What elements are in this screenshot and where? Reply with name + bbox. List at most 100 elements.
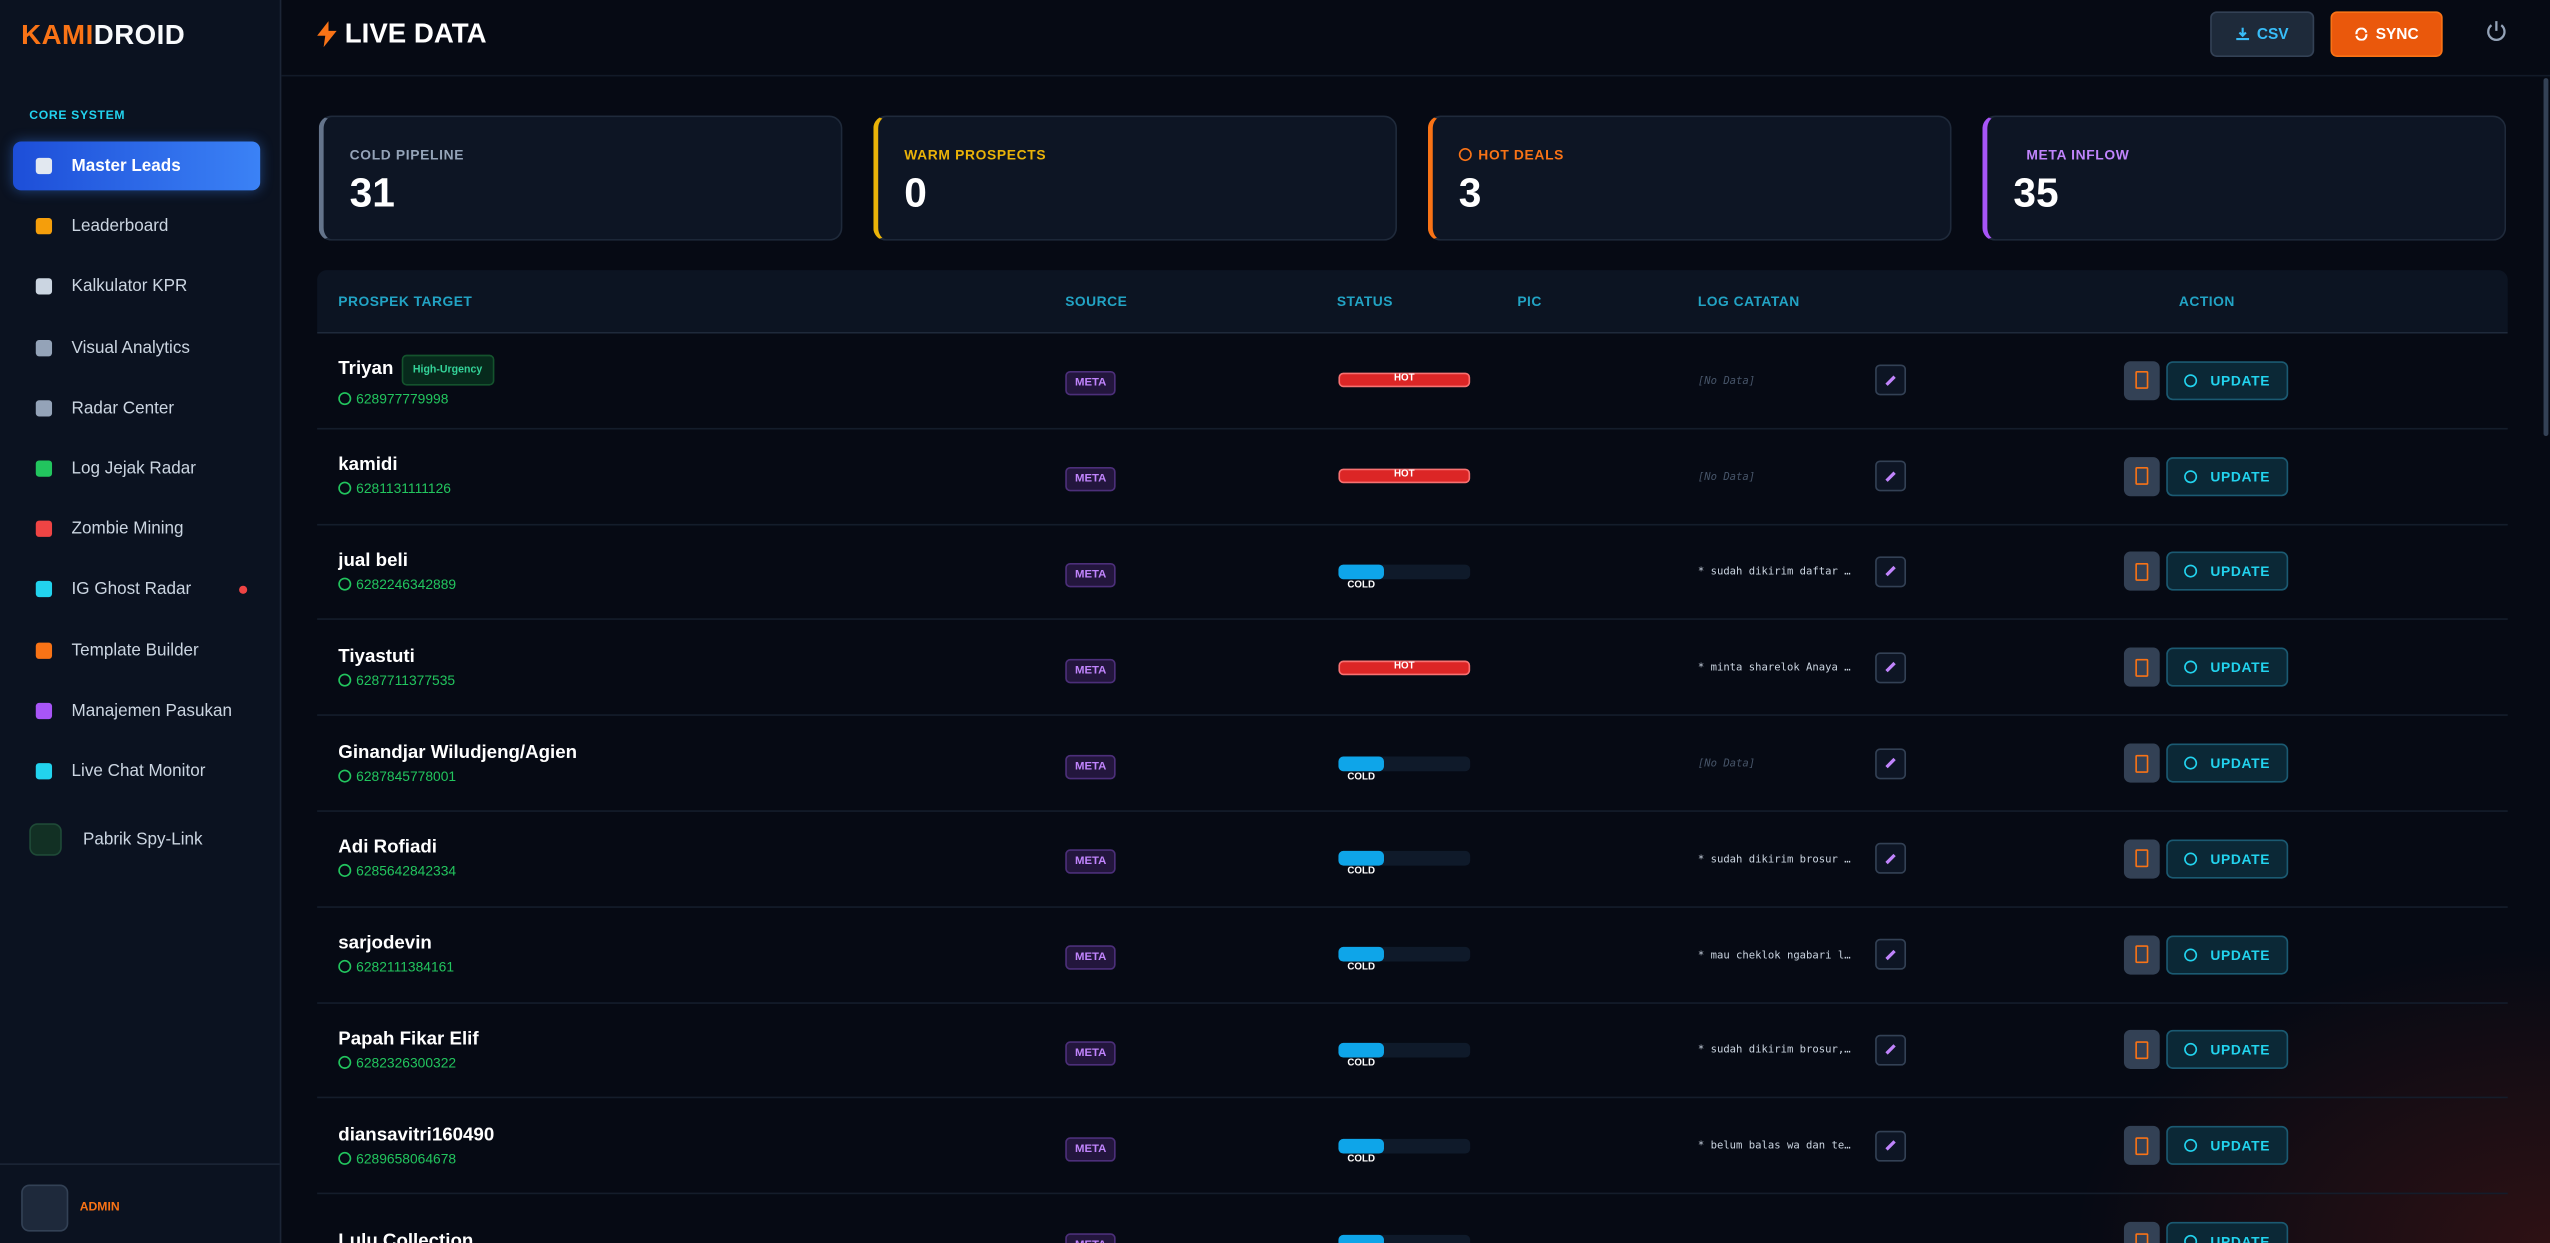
action-cell: UPDATE	[2123, 839, 2296, 879]
edit-button[interactable]	[1875, 365, 1907, 396]
update-button[interactable]: UPDATE	[2166, 934, 2289, 975]
table-row: Tiyastuti 6287711377535 META HOT * minta sha…	[317, 621, 2508, 717]
sidebar: KAMIDROID CORE SYSTEM Master Leads Leader…	[0, 0, 282, 1243]
action-cell: UPDATE	[2123, 1126, 2296, 1166]
edit-button[interactable]	[1875, 556, 1907, 588]
calculator-button[interactable]	[2123, 1030, 2160, 1070]
sync-label: SYNC	[2375, 25, 2419, 44]
action-cell: UPDATE	[2123, 648, 2296, 688]
status-cell: HOT	[1337, 373, 1518, 388]
phone: 628977779998	[356, 390, 449, 407]
nav-item[interactable]: Log Jejak Radar	[13, 444, 260, 493]
edit-button[interactable]	[1875, 939, 1907, 970]
update-button[interactable]: UPDATE	[2166, 743, 2289, 783]
section-label: CORE SYSTEM	[29, 107, 126, 123]
nav-item[interactable]: Manajemen Pasukan	[13, 686, 260, 735]
stat-label-wrap: HOT DEALS	[1458, 146, 1564, 163]
update-icon	[2184, 948, 2198, 962]
phone: 6287845778001	[356, 767, 457, 784]
calculator-button[interactable]	[2123, 934, 2160, 975]
prospect-name: Ginandjar Wiludjeng/Agien	[338, 742, 578, 763]
calculator-button[interactable]	[2123, 648, 2160, 688]
power-button[interactable]	[2485, 20, 2508, 43]
nav-item[interactable]: Leaderboard	[13, 202, 260, 251]
status-bar: HOT	[1338, 373, 1471, 388]
nav-item[interactable]: Template Builder	[13, 626, 260, 675]
pencil-icon	[1885, 662, 1896, 673]
stat-card: HOT DEALS 3	[1427, 115, 1952, 241]
calculator-icon	[2135, 1136, 2149, 1155]
calculator-button[interactable]	[2123, 743, 2160, 783]
prospect-name: Lulu Collection	[338, 1231, 474, 1243]
nav-item[interactable]: Radar Center	[13, 384, 260, 433]
nav-label: Visual Analytics	[71, 337, 190, 358]
update-button[interactable]: UPDATE	[2166, 648, 2289, 688]
table-row: Lulu Collection META COLD UPDATE	[317, 1194, 2508, 1243]
pencil-icon	[1885, 1045, 1896, 1056]
update-button[interactable]: UPDATE	[2166, 1030, 2289, 1070]
edit-button[interactable]	[1875, 1034, 1907, 1066]
source-badge: META	[1065, 1232, 1117, 1243]
nav-icon	[35, 520, 53, 538]
nav-label: Radar Center	[71, 398, 175, 418]
update-button[interactable]: UPDATE	[2166, 361, 2289, 401]
calculator-button[interactable]	[2123, 1221, 2160, 1243]
csv-button[interactable]: CSV	[2210, 11, 2315, 57]
update-label: UPDATE	[2210, 755, 2271, 772]
calculator-button[interactable]	[2123, 552, 2160, 592]
nav-icon	[35, 581, 53, 598]
update-icon	[2184, 1139, 2198, 1153]
status-cell: COLD	[1337, 947, 1518, 973]
nav-label: Live Chat Monitor	[71, 761, 206, 781]
nav-icon	[35, 218, 53, 235]
update-button[interactable]: UPDATE	[2166, 839, 2289, 879]
edit-button[interactable]	[1875, 1130, 1907, 1162]
pencil-icon	[1885, 566, 1896, 578]
nav: Master Leads Leaderboard Kalkulator KPR Vis…	[13, 141, 261, 866]
whatsapp-icon	[338, 768, 352, 782]
calculator-button[interactable]	[2123, 1126, 2160, 1166]
update-icon	[2184, 661, 2198, 675]
csv-label: CSV	[2256, 25, 2289, 44]
pencil-icon	[1885, 949, 1896, 960]
prospect-cell: Lulu Collection	[317, 1232, 1065, 1243]
log-text: * sudah dikirim daftar …	[1697, 565, 1851, 579]
pencil-icon	[1885, 758, 1896, 769]
calculator-button[interactable]	[2123, 839, 2160, 879]
update-label: UPDATE	[2210, 946, 2271, 963]
nav-item[interactable]: Kalkulator KPR	[13, 263, 260, 312]
update-button[interactable]: UPDATE	[2166, 552, 2289, 592]
prospect-name: Triyan	[338, 360, 394, 380]
stat-card: META INFLOW 35	[1982, 115, 2507, 241]
phone: 6281131111126	[356, 480, 451, 497]
phone: 6282246342889	[356, 575, 457, 593]
source-cell: META	[1065, 556, 1337, 588]
update-button[interactable]: UPDATE	[2166, 456, 2289, 496]
stat-label-wrap: WARM PROSPECTS	[904, 146, 1046, 162]
calculator-button[interactable]	[2123, 456, 2160, 496]
status-bar: HOT	[1338, 660, 1471, 675]
action-cell: UPDATE	[2123, 1221, 2296, 1243]
sync-button[interactable]: SYNC	[2330, 11, 2443, 57]
nav-item[interactable]: Visual Analytics	[13, 323, 260, 372]
nav-item[interactable]: Zombie Mining	[13, 505, 260, 554]
nav-item[interactable]: IG Ghost Radar	[13, 565, 260, 614]
update-button[interactable]: UPDATE	[2166, 1126, 2289, 1166]
edit-button[interactable]	[1875, 747, 1907, 779]
prospect-name: kamidi	[338, 455, 398, 476]
update-label: UPDATE	[2210, 468, 2271, 485]
edit-button[interactable]	[1875, 460, 1907, 492]
edit-button[interactable]	[1875, 652, 1907, 683]
whatsapp-icon	[338, 864, 352, 878]
update-button[interactable]: UPDATE	[2166, 1221, 2289, 1243]
calculator-button[interactable]	[2123, 361, 2160, 401]
nav-item[interactable]: Live Chat Monitor	[13, 747, 260, 796]
edit-button[interactable]	[1875, 843, 1907, 875]
nav-item[interactable]: Pabrik Spy-Link	[13, 814, 260, 866]
prospect-cell: diansavitri160490 6289658064678	[317, 1126, 1065, 1166]
user-role: ADMIN	[79, 1199, 120, 1214]
nav-item[interactable]: Master Leads	[13, 141, 261, 191]
log-text: [No Data]	[1697, 469, 1756, 483]
calculator-icon	[2135, 945, 2149, 964]
source-cell: META	[1065, 365, 1337, 396]
